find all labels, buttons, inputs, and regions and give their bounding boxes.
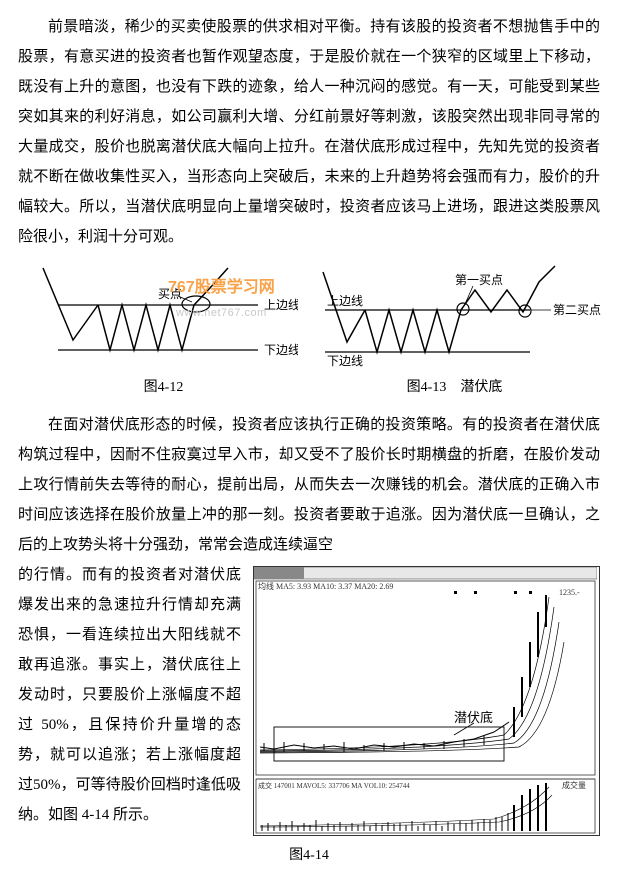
caption-4-14: 图4-14 (18, 836, 600, 870)
label-lower-right: 下边线 (327, 354, 363, 368)
diagram-4-12-svg: 买点 上边线 下边线 (28, 260, 298, 370)
chart-vol-label: 成交量 (562, 780, 586, 790)
chart-ma-text: 均线 MA5: 3.93 MA10: 3.37 MA20: 2.69 (258, 581, 393, 591)
diagram-right: 上边线 下边线 第一买点 第二买点 图4-13 潜伏底 (315, 260, 594, 410)
diagrams-row: 767股票学习网 www.net767.com 买点 上边线 下边线 图4-12 (18, 260, 600, 410)
paragraph-2: 在面对潜伏底形态的时候，投资者应该执行正确的投资策略。有的投资者在潜伏底构筑过程… (18, 410, 600, 560)
wrap-section: 均线 MA5: 3.93 MA10: 3.37 MA20: 2.69 1235.… (18, 560, 600, 870)
label-buy1: 第一买点 (455, 273, 503, 287)
label-buy: 买点 (158, 287, 182, 301)
caption-4-12: 图4-12 (24, 374, 303, 402)
paragraph-1: 前景暗淡，稀少的买卖使股票的供求相对平衡。持有该股的投资者不想抛售手中的股票，有… (18, 12, 600, 252)
caption-4-13: 图4-13 潜伏底 (315, 374, 594, 402)
chart-4-14: 均线 MA5: 3.93 MA10: 3.37 MA20: 2.69 1235.… (253, 566, 600, 836)
chart-4-14-svg: 均线 MA5: 3.93 MA10: 3.37 MA20: 2.69 1235.… (254, 567, 597, 835)
label-upper-right: 上边线 (327, 294, 363, 308)
label-upper-left: 上边线 (264, 298, 298, 312)
chart-label-box: 潜伏底 (454, 710, 493, 725)
diagram-4-13-svg: 上边线 下边线 第一买点 第二买点 (315, 260, 605, 370)
label-buy2: 第二买点 (553, 303, 601, 317)
chart-vol-text: 成交 147001 MAVOL5: 337706 MA VOL10: 25474… (258, 781, 410, 790)
label-lower-left: 下边线 (264, 343, 298, 357)
svg-text:1235.-: 1235.- (559, 588, 580, 597)
diagram-left: 买点 上边线 下边线 图4-12 (24, 260, 303, 410)
